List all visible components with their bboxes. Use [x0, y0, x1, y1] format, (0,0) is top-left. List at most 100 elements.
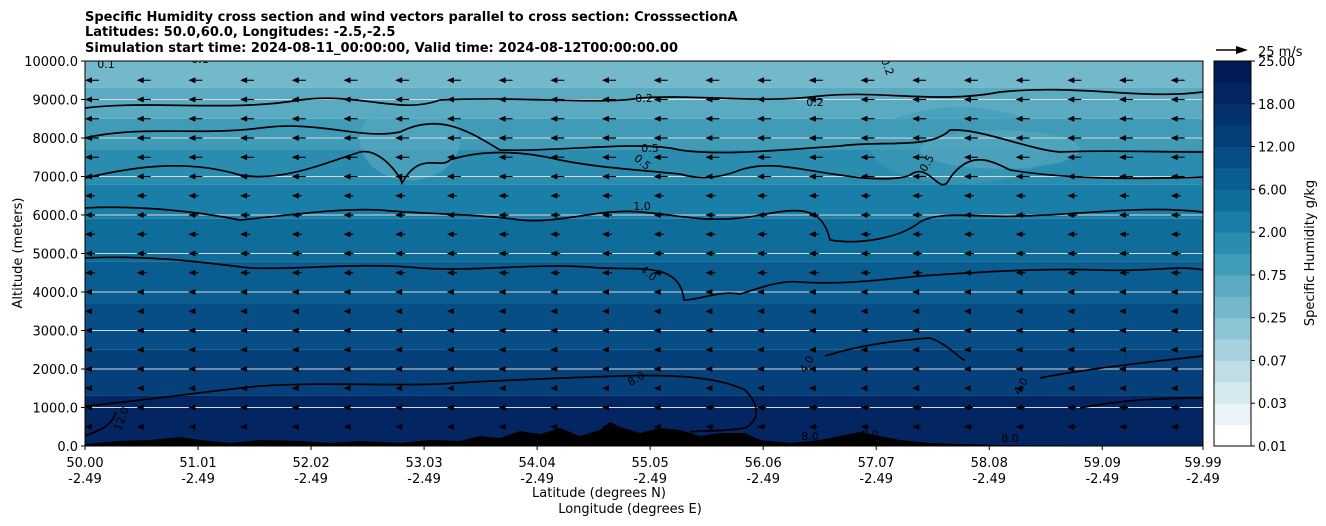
- wind-vector-head: [1067, 327, 1075, 334]
- contour-line: [824, 337, 966, 361]
- wind-vector: [85, 192, 95, 199]
- wind-vector-head: [395, 289, 403, 295]
- wind-vector-head: [343, 385, 351, 392]
- wind-vector-head: [85, 423, 92, 430]
- wind-vector-head: [85, 289, 92, 295]
- colorbar-tick-label: 0.03: [1258, 397, 1287, 412]
- wind-vector-head: [602, 269, 609, 276]
- wind-vector: [498, 96, 513, 103]
- wind-vector-head: [1015, 289, 1023, 295]
- wind-vector: [808, 192, 819, 199]
- wind-vector-head: [395, 192, 403, 199]
- x-tick-label-lat: 50.00: [66, 456, 103, 471]
- wind-vector: [498, 77, 513, 84]
- wind-vector-head: [395, 404, 403, 411]
- wind-vector: [240, 115, 255, 122]
- wind-vector-head: [1015, 327, 1023, 334]
- wind-vector: [1015, 96, 1030, 103]
- x-tick-label-lat: 53.03: [405, 456, 442, 471]
- wind-vector: [188, 404, 196, 411]
- wind-vector: [1067, 385, 1075, 392]
- wind-vector-head: [85, 250, 92, 257]
- wind-vector: [446, 154, 461, 161]
- wind-vector: [1119, 308, 1126, 315]
- wind-vector: [963, 96, 978, 103]
- wind-vector-head: [808, 212, 816, 218]
- wind-vector: [291, 346, 299, 353]
- wind-vector: [240, 173, 255, 180]
- wind-vector: [1170, 212, 1181, 218]
- x-tick-label-lon: -2.49: [633, 472, 667, 487]
- wind-vector: [757, 346, 765, 353]
- wind-vector-head: [653, 366, 661, 372]
- wind-vector-head: [136, 115, 144, 122]
- wind-vector: [1015, 250, 1026, 257]
- wind-vector: [653, 269, 664, 276]
- wind-vector-head: [1015, 404, 1023, 411]
- wind-vector-head: [602, 289, 609, 295]
- wind-vector-head: [395, 423, 403, 430]
- wind-vector: [705, 423, 715, 430]
- wind-vector-head: [602, 154, 609, 161]
- wind-vector-head: [705, 115, 713, 122]
- wind-vector: [291, 366, 299, 372]
- y-tick-label: 1000.0: [33, 402, 79, 417]
- wind-vector: [602, 289, 609, 295]
- wind-vector-head: [550, 96, 558, 103]
- wind-vector-head: [240, 404, 248, 411]
- wind-vector-head: [705, 77, 713, 84]
- wind-vector-head: [498, 327, 506, 334]
- wind-vector-head: [963, 250, 971, 257]
- wind-vector: [653, 154, 668, 161]
- wind-vector-head: [912, 115, 920, 122]
- x-axis: 50.00-2.4951.01-2.4952.02-2.4953.03-2.49…: [66, 446, 1222, 487]
- wind-vector-head: [1015, 192, 1023, 199]
- wind-vector: [136, 115, 151, 122]
- terrain: [85, 422, 1203, 446]
- wind-vector: [550, 385, 558, 392]
- wind-vector: [446, 135, 461, 141]
- wind-vector-head: [446, 212, 454, 218]
- wind-vector-head: [85, 269, 92, 276]
- colorbar-segment: [1214, 296, 1251, 319]
- wind-vector: [1015, 115, 1030, 122]
- wind-vector: [188, 250, 199, 257]
- wind-vector-head: [757, 77, 765, 84]
- wind-vector-head: [963, 423, 971, 430]
- wind-vector-head: [860, 269, 868, 276]
- wind-vectors: [85, 77, 1185, 430]
- wind-vector: [498, 327, 506, 334]
- wind-vector-head: [1015, 308, 1023, 315]
- wind-vector-head: [188, 250, 196, 257]
- colorbar-segment: [1214, 317, 1251, 340]
- wind-vector: [602, 231, 612, 238]
- wind-vector-head: [1067, 269, 1075, 276]
- wind-vector-head: [1067, 289, 1075, 295]
- wind-vector-head: [1015, 385, 1023, 392]
- wind-vector-head: [808, 135, 816, 141]
- wind-vector-head: [1067, 192, 1075, 199]
- wind-vector-head: [550, 250, 558, 257]
- wind-vector-head: [808, 366, 816, 372]
- y-tick-label: 7000.0: [33, 171, 79, 186]
- wind-vector: [85, 231, 95, 238]
- wind-vector: [1067, 423, 1077, 430]
- wind-vector: [808, 77, 823, 84]
- wind-vector: [550, 212, 561, 218]
- wind-vector: [446, 96, 461, 103]
- wind-vector: [85, 385, 92, 392]
- wind-vector-head: [446, 154, 454, 161]
- wind-vector: [550, 404, 558, 411]
- wind-vector: [1170, 173, 1185, 180]
- wind-vector-head: [705, 289, 713, 295]
- wind-vector: [1170, 308, 1178, 315]
- wind-vector-head: [602, 231, 609, 238]
- wind-vector: [602, 308, 609, 315]
- wind-vector: [1170, 115, 1185, 122]
- wind-vector-head: [240, 269, 248, 276]
- wind-vector-head: [860, 289, 868, 295]
- wind-vector-head: [963, 385, 971, 392]
- wind-vector: [240, 327, 248, 334]
- wind-vector-head: [1119, 308, 1126, 315]
